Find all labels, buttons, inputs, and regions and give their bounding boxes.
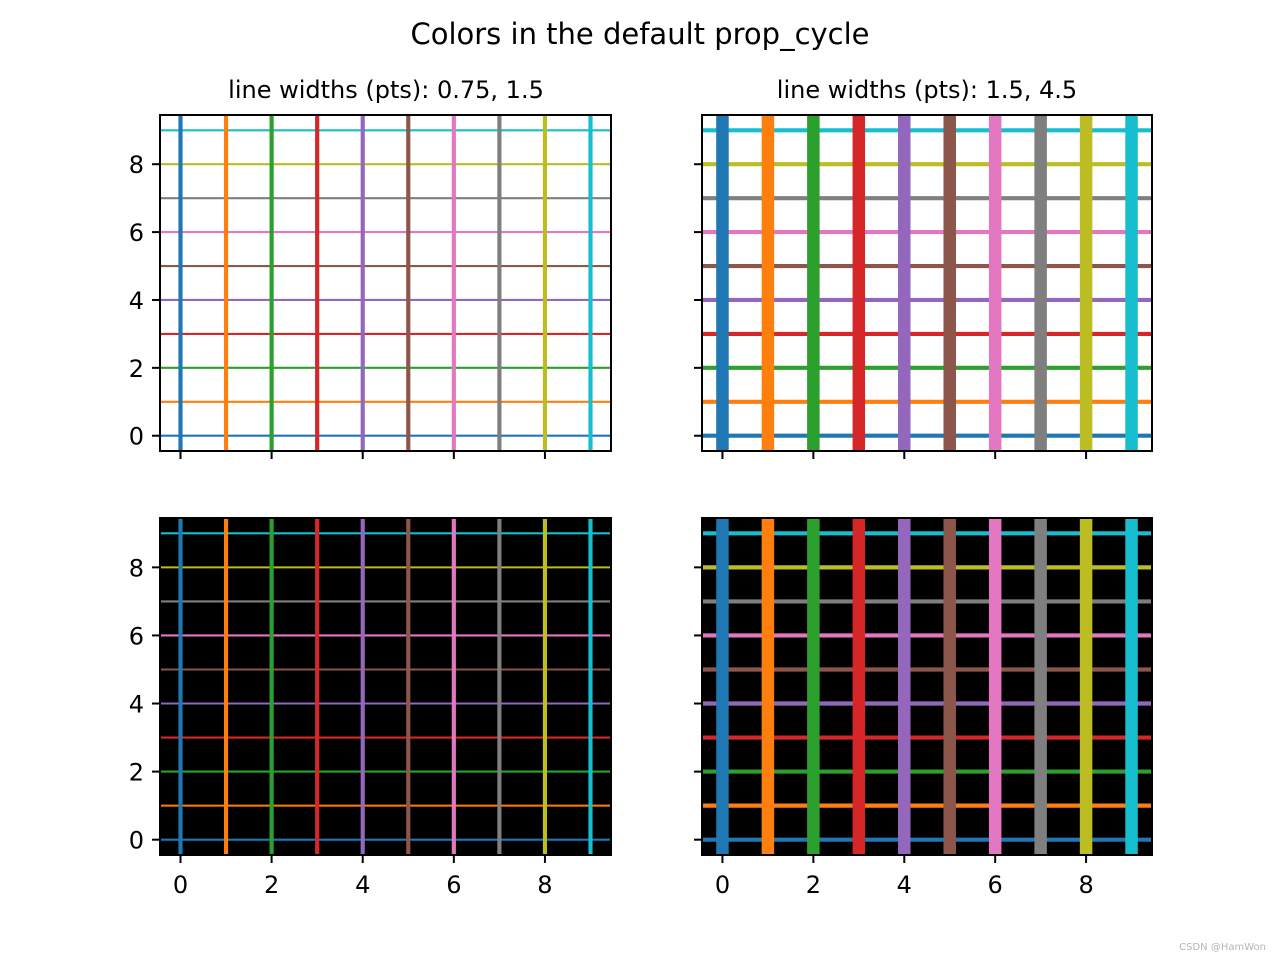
y-tick-label: 4 bbox=[129, 287, 144, 315]
line-collection bbox=[160, 115, 611, 451]
plot-background bbox=[160, 115, 611, 451]
watermark: CSDN @HamWon bbox=[1179, 942, 1266, 953]
y-tick-label: 6 bbox=[129, 622, 144, 650]
y-tick-label: 8 bbox=[129, 554, 144, 582]
axes-frame bbox=[701, 114, 1153, 452]
subplot-title: line widths (pts): 1.5, 4.5 bbox=[777, 76, 1077, 104]
subplot-top-right: line widths (pts): 1.5, 4.5 bbox=[694, 76, 1153, 459]
x-tick-label: 8 bbox=[1078, 871, 1093, 899]
x-tick-label: 2 bbox=[264, 871, 279, 899]
y-tick-label: 0 bbox=[129, 423, 144, 451]
x-tick-label: 2 bbox=[806, 871, 821, 899]
y-tick-label: 4 bbox=[129, 691, 144, 719]
axes-frame bbox=[159, 114, 612, 452]
line-collection bbox=[702, 518, 1152, 855]
y-tick-label: 2 bbox=[129, 355, 144, 383]
plot-background bbox=[160, 518, 611, 855]
line-collection bbox=[160, 518, 611, 855]
plot-background bbox=[702, 518, 1152, 855]
line-collection bbox=[702, 115, 1152, 451]
x-tick-label: 6 bbox=[446, 871, 461, 899]
axes-frame bbox=[701, 517, 1153, 856]
axes-frame bbox=[159, 517, 612, 856]
x-tick-label: 0 bbox=[715, 871, 730, 899]
y-tick-label: 0 bbox=[129, 827, 144, 855]
subplot-bottom-right: 0 2 4 6 8 bbox=[694, 517, 1153, 899]
x-tick-label: 8 bbox=[537, 871, 552, 899]
y-tick-label: 6 bbox=[129, 219, 144, 247]
x-tick-label: 4 bbox=[355, 871, 370, 899]
x-tick-label: 0 bbox=[173, 871, 188, 899]
plot-background bbox=[702, 115, 1152, 451]
subplot-title: line widths (pts): 0.75, 1.5 bbox=[228, 76, 544, 104]
y-tick-label: 2 bbox=[129, 759, 144, 787]
figure-title: Colors in the default prop_cycle bbox=[410, 17, 869, 51]
subplot-top-left: line widths (pts): 0.75, 1.5 0 2 4 6 8 bbox=[129, 76, 612, 459]
subplot-bottom-left: 0 2 4 6 8 0 2 4 6 8 bbox=[129, 517, 612, 899]
x-tick-label: 4 bbox=[897, 871, 912, 899]
y-tick-label: 8 bbox=[129, 151, 144, 179]
x-tick-label: 6 bbox=[988, 871, 1003, 899]
